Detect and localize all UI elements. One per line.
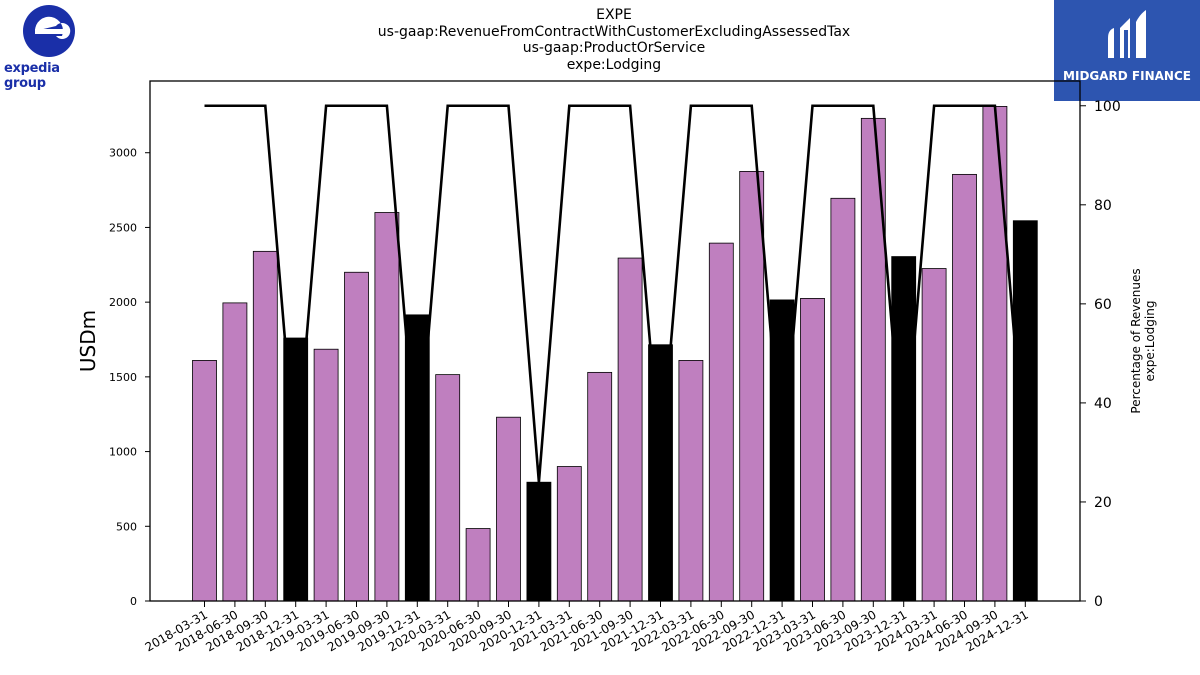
bar-2021-09-30 <box>617 257 643 602</box>
y-tick-label-0: 0 <box>130 595 137 608</box>
bar-2021-03-31 <box>556 466 582 602</box>
bar-2020-06-30 <box>465 528 491 602</box>
y-tick-label-1000: 1000 <box>109 446 137 459</box>
midgard-logo: MIDGARD FINANCE <box>1054 0 1200 101</box>
bar-2021-12-31 <box>648 344 673 602</box>
y-tick-label-1500: 1500 <box>109 371 137 384</box>
bar-2020-12-31 <box>526 481 552 602</box>
bar-2022-12-31 <box>769 299 795 602</box>
y-axis-right-label: Percentage of Revenuesexpe:Lodging <box>1129 268 1157 413</box>
y-right-tick-label-80: 80 <box>1094 198 1112 214</box>
bar-2024-06-30 <box>952 173 977 602</box>
bar-2018-09-30 <box>252 250 278 602</box>
y-tick-label-2500: 2500 <box>109 221 137 234</box>
midgard-logo-text: MIDGARD FINANCE <box>1063 69 1191 83</box>
y-axis-right-label-line-0: Percentage of Revenues <box>1129 268 1143 413</box>
bar-2024-12-31 <box>1012 220 1038 602</box>
bar-2023-06-30 <box>830 197 856 602</box>
bar-2022-09-30 <box>739 171 765 602</box>
bar-2022-03-31 <box>678 360 704 602</box>
expedia-logo-text: expedia group <box>4 61 60 91</box>
midgard-m-icon <box>1108 10 1146 58</box>
bar-2022-06-30 <box>708 242 734 602</box>
bar-2018-03-31 <box>192 360 217 602</box>
y-axis-label: USDm <box>76 310 100 372</box>
bar-2019-03-31 <box>313 348 339 602</box>
bar-2020-03-31 <box>435 374 461 602</box>
y-right-tick-label-20: 20 <box>1094 495 1112 511</box>
bar-2023-03-31 <box>800 298 825 602</box>
bar-2024-03-31 <box>921 268 947 602</box>
plot-area-frame <box>149 80 1081 602</box>
percentage-line <box>204 104 1027 483</box>
y-tick-label-3000: 3000 <box>109 147 137 160</box>
y-tick-label-500: 500 <box>116 520 137 533</box>
y-right-tick-label-40: 40 <box>1094 396 1112 412</box>
chart-title-member: expe:Lodging <box>566 57 662 73</box>
y-right-tick-label-100: 100 <box>1094 99 1121 115</box>
chart-title-axis: us-gaap:ProductOrService <box>522 40 706 56</box>
bar-2023-12-31 <box>891 256 917 602</box>
chart-title-concept: us-gaap:RevenueFromContractWithCustomerE… <box>377 24 851 40</box>
bar-2020-09-30 <box>496 416 521 602</box>
bar-2018-06-30 <box>222 302 248 602</box>
y-right-tick-label-60: 60 <box>1094 297 1112 313</box>
expedia-e-icon <box>23 5 75 57</box>
y-axis-right-label-line-1: expe:Lodging <box>1143 301 1157 382</box>
y-right-tick-label-0: 0 <box>1094 594 1103 610</box>
bar-2021-06-30 <box>587 371 613 602</box>
expedia-logo: expedia group <box>0 0 100 91</box>
chart-title-ticker: EXPE <box>596 7 632 23</box>
bar-2024-09-30 <box>982 106 1008 602</box>
bar-2019-09-30 <box>374 212 400 602</box>
y-tick-label-2000: 2000 <box>109 296 137 309</box>
bar-2019-06-30 <box>344 271 369 602</box>
